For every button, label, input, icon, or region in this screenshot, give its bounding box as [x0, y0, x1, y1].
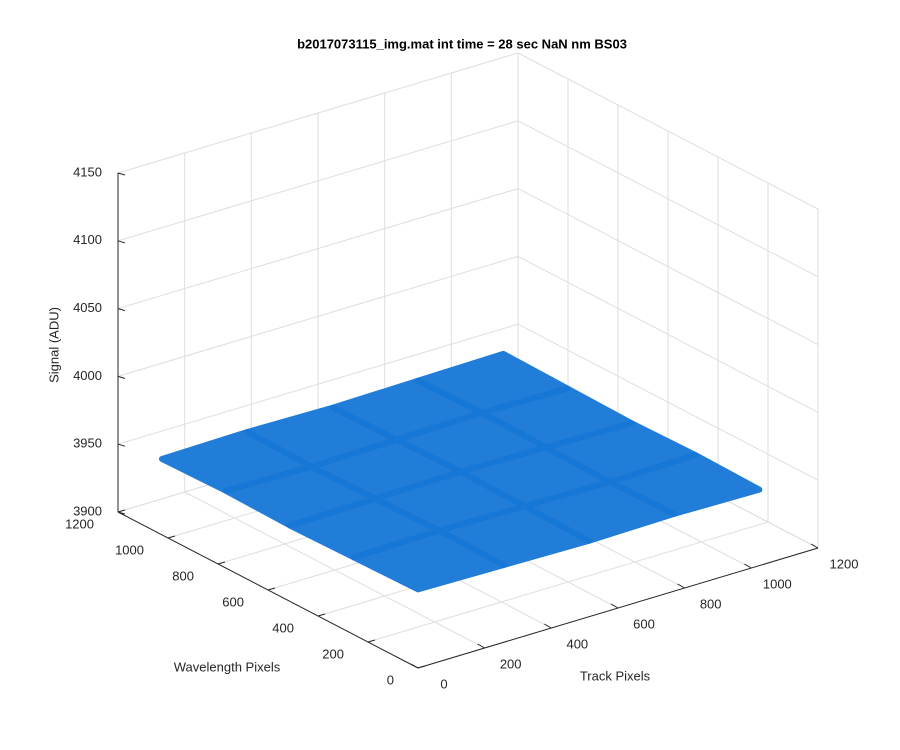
tick-mark: [610, 603, 619, 609]
z-tick-label: 4000: [73, 368, 102, 383]
surface-patch: [351, 527, 507, 593]
grid-line: [517, 255, 819, 413]
y-tick-label: 200: [322, 646, 344, 661]
tick-mark: [677, 583, 685, 589]
x-tick-label: 800: [700, 596, 722, 611]
tick-mark: [417, 665, 426, 669]
y-tick-label: 1200: [65, 516, 94, 531]
grid-line: [117, 52, 519, 174]
grid-line: [117, 255, 519, 377]
tick-mark: [117, 509, 126, 513]
y-tick-label: 0: [387, 672, 394, 687]
grid-line: [517, 120, 819, 278]
tick-mark: [410, 663, 419, 669]
x-tick-label: 0: [440, 676, 447, 691]
z-axis-label: Signal (ADU): [46, 307, 61, 383]
x-tick-label: 400: [566, 636, 588, 651]
tick-mark: [117, 511, 126, 515]
grid-line: [517, 52, 819, 210]
grid-line: [117, 188, 519, 310]
grid-line: [517, 323, 819, 481]
tick-mark: [117, 172, 126, 176]
chart-title: b2017073115_img.mat int time = 28 sec Na…: [297, 36, 627, 51]
y-tick-label: 400: [272, 620, 294, 635]
x-tick-label: 600: [633, 616, 655, 631]
x-axis-label: Track Pixels: [580, 668, 651, 683]
y-tick-label: 800: [172, 568, 194, 583]
z-tick-label: 4100: [73, 232, 102, 247]
tick-mark: [167, 535, 176, 539]
grid-line: [117, 323, 519, 445]
tick-mark: [544, 623, 552, 629]
grid-line: [367, 521, 769, 643]
tick-mark: [367, 639, 376, 643]
z-tick-label: 4150: [73, 164, 102, 179]
tick-mark: [117, 308, 126, 312]
y-axis-label: Wavelength Pixels: [174, 659, 281, 674]
y-tick-label: 1000: [115, 542, 144, 557]
tick-mark: [117, 375, 126, 379]
x-tick-label: 1200: [830, 556, 859, 571]
grid-line: [117, 120, 519, 242]
grid-line: [517, 188, 819, 346]
tick-mark: [317, 613, 326, 617]
y-tick-label: 600: [222, 594, 244, 609]
x-tick-label: 1000: [763, 576, 792, 591]
z-tick-label: 3950: [73, 436, 102, 451]
tick-mark: [117, 443, 126, 447]
tick-mark: [810, 543, 819, 549]
x-tick-label: 200: [500, 656, 522, 671]
z-tick-label: 4050: [73, 300, 102, 315]
tick-mark: [744, 563, 752, 569]
z-tick-label: 3900: [73, 503, 102, 518]
tick-mark: [217, 561, 226, 565]
tick-mark: [117, 240, 126, 244]
tick-mark: [267, 587, 276, 591]
tick-mark: [477, 643, 485, 649]
